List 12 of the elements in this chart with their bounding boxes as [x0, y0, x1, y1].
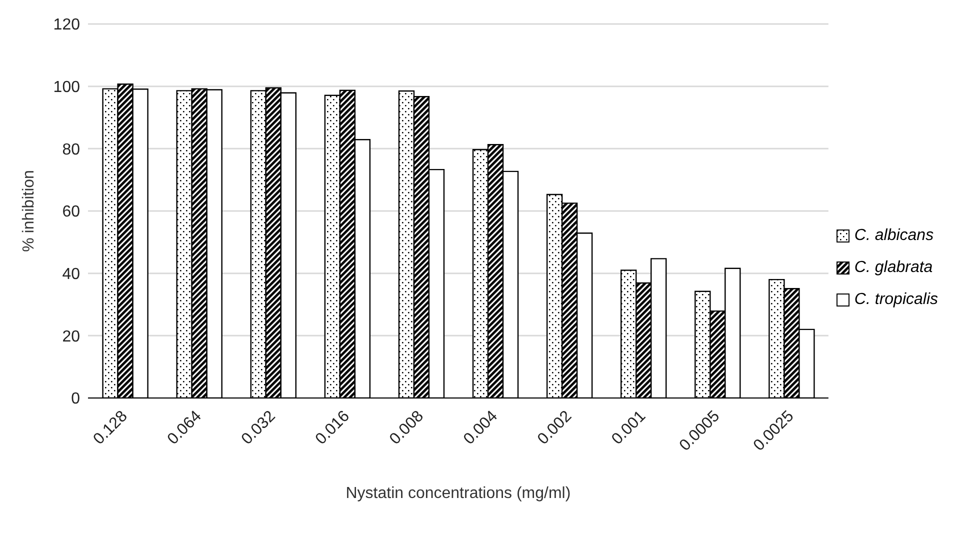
y-tick-label: 120: [53, 16, 80, 34]
legend-label: C. tropicalis: [854, 291, 938, 309]
legend-label: C. glabrata: [854, 259, 933, 277]
x-axis-title: Nystatin concentrations (mg/ml): [346, 485, 571, 502]
legend-label: C. albicans: [854, 227, 934, 245]
y-tick-label: 40: [62, 266, 80, 284]
y-tick-label: 20: [62, 328, 80, 346]
y-tick-label: 100: [53, 79, 80, 96]
y-tick-label: 60: [62, 204, 80, 221]
y-axis-title: % inhibition: [20, 170, 38, 252]
y-tick-label: 0: [71, 390, 80, 408]
y-tick-label: 80: [62, 141, 80, 158]
